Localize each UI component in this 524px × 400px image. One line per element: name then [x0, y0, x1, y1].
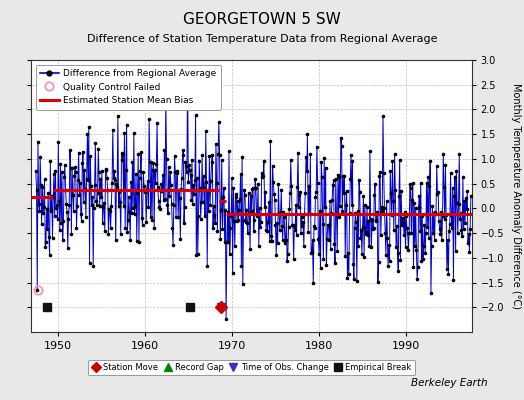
- Legend: Station Move, Record Gap, Time of Obs. Change, Empirical Break: Station Move, Record Gap, Time of Obs. C…: [89, 360, 414, 376]
- Text: Monthly Temperature Anomaly Difference (°C): Monthly Temperature Anomaly Difference (…: [511, 83, 521, 309]
- Text: Berkeley Earth: Berkeley Earth: [411, 378, 487, 388]
- Text: Difference of Station Temperature Data from Regional Average: Difference of Station Temperature Data f…: [87, 34, 437, 44]
- Text: GEORGETOWN 5 SW: GEORGETOWN 5 SW: [183, 12, 341, 27]
